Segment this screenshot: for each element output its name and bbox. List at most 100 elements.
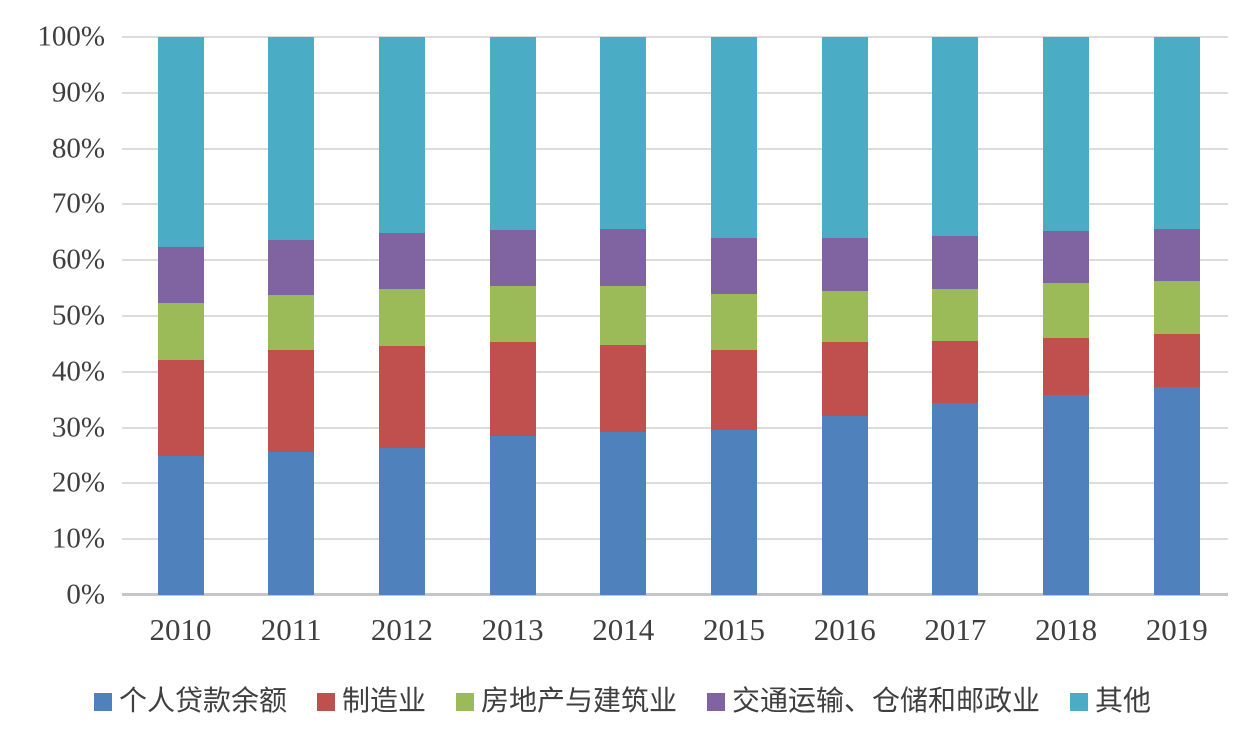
segment-series-2 (932, 289, 979, 342)
y-tick-label: 40% (51, 355, 105, 388)
y-tick-label: 70% (51, 187, 105, 220)
y-tick-label: 80% (51, 132, 105, 165)
legend-swatch-icon (316, 693, 335, 711)
bar-2014 (600, 37, 647, 595)
legend-swatch-icon (93, 693, 112, 711)
segment-series-0 (1043, 395, 1090, 595)
segment-series-1 (711, 350, 757, 430)
y-tick-label: 60% (51, 243, 105, 276)
segment-series-1 (1043, 337, 1090, 396)
gridline (122, 370, 1228, 373)
x-tick-label: 2014 (592, 612, 655, 647)
legend-label: 其他 (1095, 686, 1152, 717)
segment-series-0 (932, 403, 979, 595)
segment-series-0 (821, 415, 868, 595)
segment-series-1 (600, 345, 647, 433)
y-tick-label: 30% (51, 411, 105, 444)
bar-2018 (1043, 37, 1090, 595)
x-tick-label: 2017 (924, 612, 987, 647)
legend-label: 制造业 (341, 686, 426, 717)
segment-series-2 (157, 302, 204, 361)
gridline (122, 36, 1228, 38)
bar-2011 (268, 37, 315, 595)
y-tick-label: 20% (51, 466, 105, 499)
legend-item-4: 其他 (1070, 688, 1151, 716)
bar-2010 (157, 37, 204, 595)
segment-series-3 (932, 235, 979, 290)
segment-series-0 (489, 435, 536, 595)
gridline (122, 538, 1228, 541)
x-tick-label: 2016 (813, 612, 876, 647)
legend-label: 交通运输、仓储和邮政业 (732, 686, 1041, 717)
segment-series-4 (600, 37, 647, 229)
segment-series-1 (932, 341, 979, 404)
segment-series-3 (489, 230, 536, 286)
segment-series-1 (821, 342, 868, 416)
legend-swatch-icon (707, 693, 725, 711)
legend: 个人贷款余额 制造业 房地产与建筑业 交通运输、仓储和邮政业 其他 (0, 688, 1245, 716)
gridline (122, 203, 1228, 206)
x-tick-label: 2013 (481, 612, 544, 647)
segment-series-1 (268, 350, 315, 453)
segment-series-3 (821, 238, 868, 291)
legend-swatch-icon (1070, 693, 1089, 711)
gridline (122, 315, 1228, 317)
segment-series-1 (157, 360, 204, 457)
segment-series-4 (157, 37, 204, 247)
segment-series-4 (821, 37, 868, 239)
segment-series-0 (711, 429, 757, 595)
segment-series-2 (378, 289, 425, 347)
segment-series-4 (711, 37, 757, 239)
bar-2016 (821, 37, 868, 595)
y-tick-label: 100% (37, 20, 105, 53)
segment-series-3 (378, 232, 425, 290)
segment-series-3 (268, 240, 315, 295)
x-tick-label: 2018 (1035, 612, 1098, 647)
gridline (122, 147, 1228, 150)
bar-2015 (711, 37, 757, 595)
legend-item-3: 交通运输、仓储和邮政业 (707, 688, 1040, 716)
segment-series-3 (600, 228, 647, 286)
bar-2017 (932, 37, 979, 595)
y-tick-label: 90% (51, 76, 105, 109)
legend-swatch-icon (455, 693, 474, 711)
segment-series-1 (1153, 334, 1200, 388)
x-tick-label: 2012 (370, 612, 433, 647)
x-tick-label: 2011 (260, 612, 322, 647)
gridline (122, 91, 1228, 94)
segment-series-4 (268, 37, 315, 241)
segment-series-4 (489, 37, 536, 231)
x-tick-label: 2010 (149, 612, 212, 647)
segment-series-4 (378, 37, 425, 233)
x-tick-label: 2019 (1145, 612, 1208, 647)
bar-2019 (1153, 37, 1200, 595)
segment-series-2 (600, 285, 647, 346)
segment-series-2 (268, 294, 315, 351)
segment-series-4 (1153, 37, 1200, 229)
segment-series-2 (821, 290, 868, 343)
gridline (122, 259, 1228, 262)
segment-series-0 (1153, 387, 1200, 595)
x-tick-label: 2015 (703, 612, 765, 647)
x-axis-line (122, 593, 1228, 596)
segment-series-4 (1043, 37, 1090, 232)
segment-series-3 (711, 238, 757, 295)
segment-series-1 (489, 341, 536, 436)
y-tick-label: 50% (51, 299, 105, 332)
legend-label: 房地产与建筑业 (480, 686, 677, 717)
bar-2012 (378, 37, 425, 595)
segment-series-1 (378, 346, 425, 449)
legend-item-0: 个人贷款余额 (93, 688, 287, 716)
segment-series-3 (157, 246, 204, 303)
plot-area (122, 36, 1228, 596)
gridline (122, 482, 1228, 485)
segment-series-2 (489, 285, 536, 342)
segment-series-4 (932, 37, 979, 236)
legend-item-2: 房地产与建筑业 (455, 686, 677, 717)
legend-item-1: 制造业 (316, 686, 426, 717)
segment-series-0 (157, 456, 204, 595)
segment-series-0 (378, 448, 425, 595)
segment-series-0 (268, 452, 315, 595)
segment-series-2 (1153, 280, 1200, 335)
